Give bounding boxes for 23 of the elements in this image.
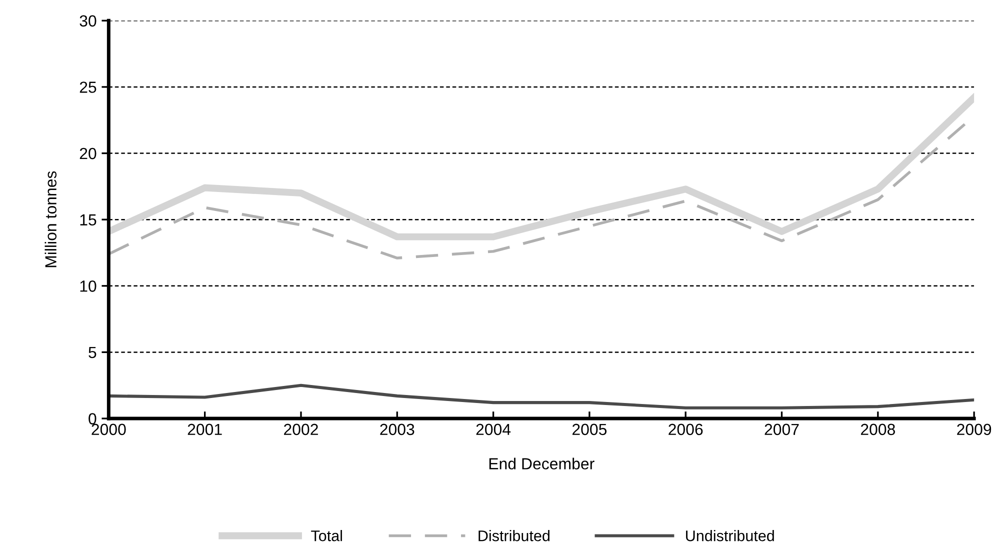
- y-tick-label: 20: [80, 148, 96, 160]
- y-tick-label: 25: [80, 82, 96, 93]
- x-tick-label: 2004: [476, 424, 511, 436]
- x-tick-label: 2002: [284, 424, 318, 436]
- x-tick-label: 2001: [188, 424, 222, 436]
- x-axis-title: End December: [489, 458, 594, 470]
- legend-label: Total: [311, 530, 342, 542]
- x-tick-label: 2006: [668, 424, 703, 436]
- y-axis-title: Million tonnes: [44, 171, 56, 268]
- x-tick-label: 2000: [92, 424, 126, 436]
- y-tick-label: 0: [88, 413, 96, 424]
- x-tick-label: 2009: [957, 424, 992, 436]
- legend-label: Distributed: [478, 530, 550, 542]
- x-tick-label: 2005: [572, 424, 607, 436]
- y-tick-label: 15: [80, 214, 96, 226]
- x-tick-label: 2007: [764, 424, 799, 436]
- line-series: [108, 384, 974, 410]
- y-tick-label: 30: [80, 15, 96, 27]
- y-tick-label: 10: [80, 280, 96, 292]
- legend-label: Undistributed: [686, 530, 774, 542]
- y-tick-label: 5: [88, 346, 96, 358]
- x-tick-label: 2003: [380, 424, 414, 436]
- x-tick-label: 2008: [860, 424, 895, 436]
